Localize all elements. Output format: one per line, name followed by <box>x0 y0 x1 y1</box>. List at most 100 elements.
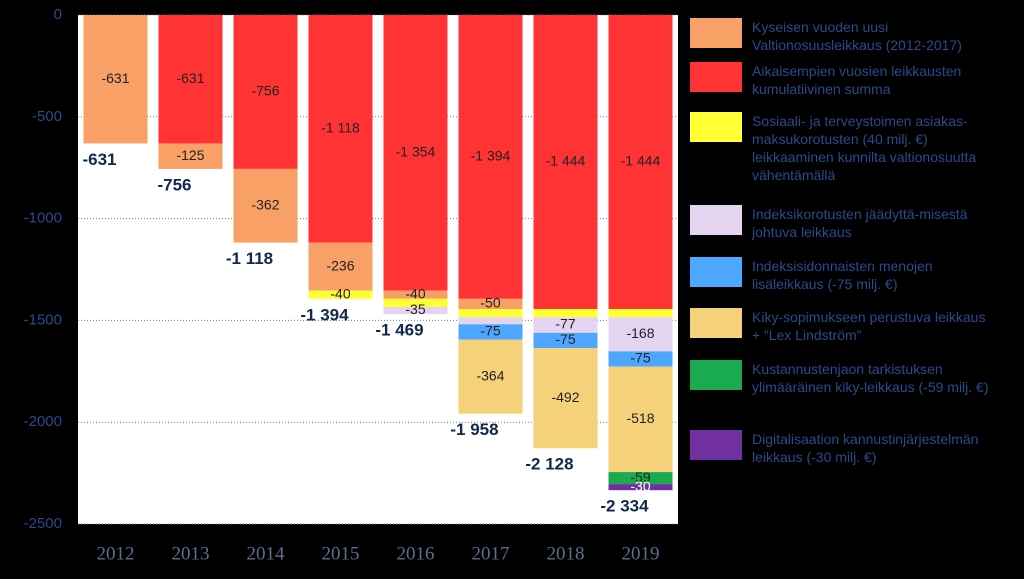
legend-swatch <box>690 257 742 287</box>
total-label: -2 334 <box>600 497 649 516</box>
value-label: -50 <box>480 295 500 311</box>
bar-segment <box>608 15 673 309</box>
legend-item: Aikaisempien vuosien leikkausten kumulat… <box>690 62 992 98</box>
value-label: -1 444 <box>621 153 661 169</box>
bar-segment <box>608 484 673 491</box>
value-label: -35 <box>405 301 425 317</box>
legend-swatch <box>690 430 742 460</box>
bar-segment <box>308 290 373 299</box>
value-label: -364 <box>476 367 504 383</box>
legend-label: Indeksisidonnaisten menojen lisäleikkaus… <box>752 258 933 292</box>
x-tick-label: 2018 <box>547 543 585 564</box>
bar-segment <box>608 472 673 485</box>
value-label: -1 444 <box>546 153 586 169</box>
bar-segment <box>83 15 148 144</box>
legend-item: Digitalisaation kannustinjärjestelmän le… <box>690 430 992 466</box>
bar-segment <box>383 298 448 307</box>
y-tick-label: -500 <box>32 108 62 125</box>
legend-label: Indeksikorotusten jäädyttä-misestä johtu… <box>752 206 968 240</box>
bar-segment <box>158 143 223 169</box>
bar-segment <box>533 348 598 449</box>
bar-segment <box>308 15 373 243</box>
bar-segment <box>233 168 298 243</box>
value-label: -30 <box>630 478 650 494</box>
value-label: -75 <box>555 331 575 347</box>
bar-segment <box>608 366 673 473</box>
bar-segment <box>458 298 523 309</box>
value-label: -77 <box>555 316 575 332</box>
total-label: -756 <box>157 175 191 194</box>
value-label: -1 394 <box>471 148 511 164</box>
value-label: -631 <box>176 70 204 86</box>
legend-label: Digitalisaation kannustinjärjestelmän le… <box>752 431 979 465</box>
legend-label: Sosiaali- ja terveystoimen asiakas-maksu… <box>752 113 977 183</box>
legend-item: Kustannustenjaon tarkistuksen ylimääräin… <box>690 360 992 396</box>
legend-label: Aikaisempien vuosien leikkausten kumulat… <box>752 63 962 97</box>
bar-segment <box>383 290 448 299</box>
legend-item: Indeksikorotusten jäädyttä-misestä johtu… <box>690 205 992 241</box>
bar-segment <box>533 15 598 309</box>
value-label: -1 118 <box>321 120 360 136</box>
value-label: -75 <box>480 323 500 339</box>
x-tick-label: 2015 <box>322 543 360 564</box>
bar-segment <box>533 308 598 318</box>
value-label: -362 <box>251 196 279 212</box>
value-label: -125 <box>176 147 204 163</box>
legend-item: Kiky-sopimukseen perustuva leikkaus + ”L… <box>690 308 992 344</box>
y-tick-label: -1000 <box>24 210 62 227</box>
bar-segment <box>383 15 448 291</box>
y-tick-label: 0 <box>54 6 62 23</box>
x-tick-label: 2012 <box>97 543 135 564</box>
bar-segment <box>458 308 523 318</box>
y-tick-label: -1500 <box>24 311 62 328</box>
legend-item: Sosiaali- ja terveystoimen asiakas-maksu… <box>690 112 992 184</box>
legend-label: Kiky-sopimukseen perustuva leikkaus + ”L… <box>752 309 986 343</box>
bar-segment <box>158 15 223 144</box>
value-label: -756 <box>251 83 279 99</box>
bar-segment <box>308 242 373 291</box>
x-tick-label: 2014 <box>247 543 286 564</box>
value-label: -40 <box>405 285 425 301</box>
value-label: -168 <box>626 325 654 341</box>
bar-segment <box>533 317 598 333</box>
total-label: -1 958 <box>450 420 498 439</box>
x-tick-label: 2019 <box>622 543 660 564</box>
total-label: -2 128 <box>525 455 573 474</box>
total-label: -1 394 <box>300 305 349 324</box>
value-label: -59 <box>630 469 650 485</box>
total-label: -1 469 <box>375 321 423 340</box>
x-tick-label: 2013 <box>172 543 210 564</box>
value-label: -492 <box>551 389 579 405</box>
legend-item: Kyseisen vuoden uusi Valtionosuusleikkau… <box>690 18 992 54</box>
legend-swatch <box>690 308 742 338</box>
value-label: -518 <box>626 410 654 426</box>
bar-segment <box>458 15 523 299</box>
bar-segment <box>608 308 673 318</box>
value-label: -631 <box>101 70 129 86</box>
x-tick-label: 2017 <box>472 543 510 564</box>
value-label: -236 <box>326 257 354 273</box>
bar-segment <box>458 339 523 414</box>
y-tick-label: -2500 <box>24 515 62 532</box>
value-label: -1 354 <box>396 144 436 160</box>
total-label: -631 <box>82 150 116 169</box>
legend-swatch <box>690 62 742 92</box>
x-tick-label: 2016 <box>397 543 435 564</box>
bar-segment <box>458 317 523 325</box>
bar-segment <box>458 324 523 340</box>
y-tick-label: -2000 <box>24 413 62 430</box>
bar-segment <box>608 351 673 367</box>
legend-swatch <box>690 18 742 48</box>
bar-segment <box>533 332 598 349</box>
bar-segment <box>608 317 673 352</box>
value-label: -40 <box>330 285 350 301</box>
legend-label: Kustannustenjaon tarkistuksen ylimääräin… <box>752 361 989 395</box>
legend-label: Kyseisen vuoden uusi Valtionosuusleikkau… <box>752 19 962 53</box>
bar-segment <box>233 15 298 169</box>
legend-swatch <box>690 360 742 390</box>
bar-segment <box>383 306 448 315</box>
legend-item: Indeksisidonnaisten menojen lisäleikkaus… <box>690 257 992 293</box>
value-label: -75 <box>630 350 650 366</box>
